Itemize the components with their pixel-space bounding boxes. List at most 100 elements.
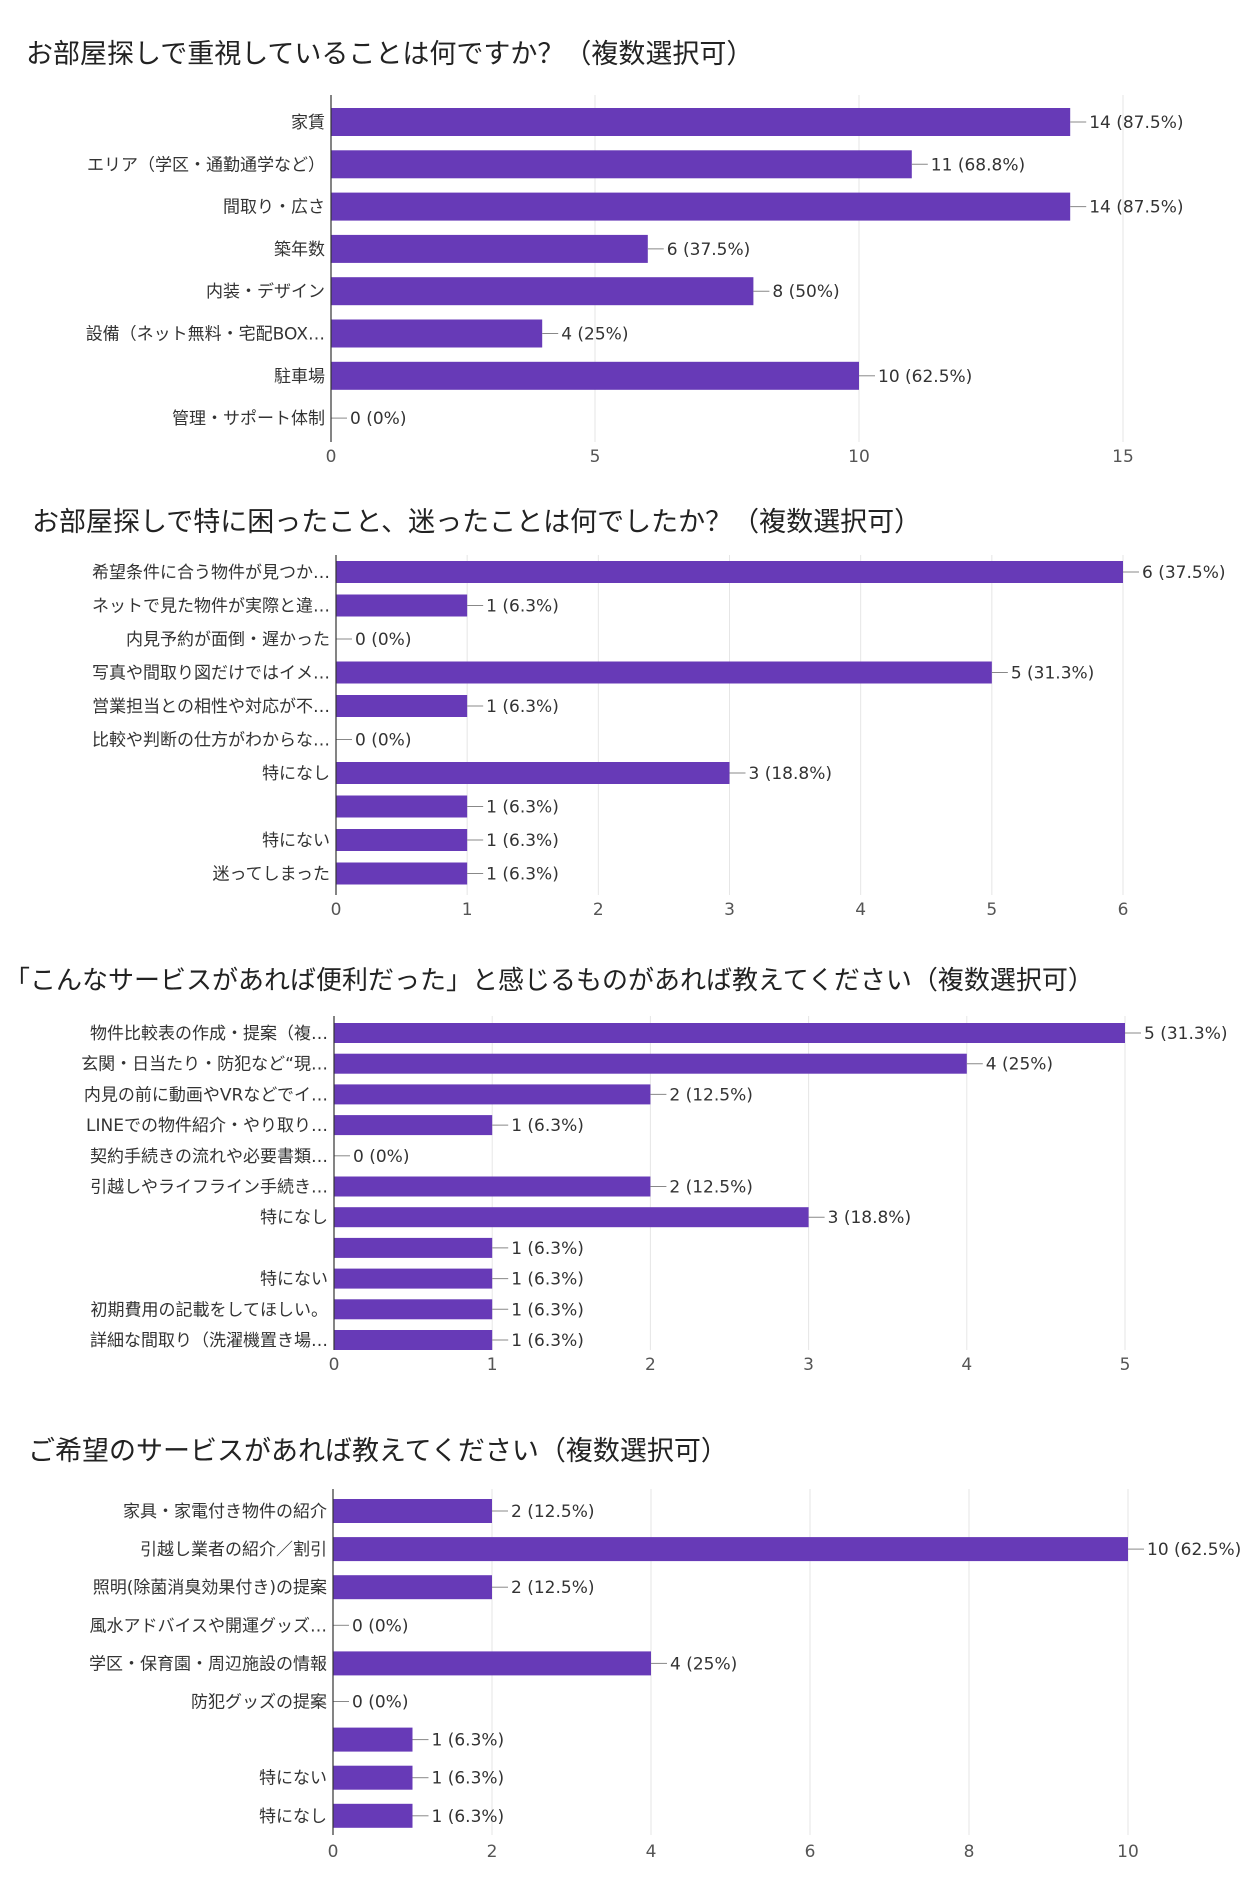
- bar: [336, 594, 468, 617]
- x-tick-label: 5: [986, 900, 997, 920]
- x-tick-label: 0: [328, 1842, 339, 1862]
- x-tick-label: 5: [1120, 1355, 1131, 1375]
- category-label: 特にない: [259, 1769, 327, 1789]
- bar: [331, 192, 1071, 221]
- data-label: 1 (6.3%): [486, 798, 559, 818]
- x-tick-label: 10: [1117, 1842, 1139, 1862]
- bar: [333, 1651, 651, 1676]
- bar: [333, 1537, 1128, 1562]
- data-label: 1 (6.3%): [486, 597, 559, 617]
- bar: [333, 1765, 413, 1790]
- data-label: 1 (6.3%): [511, 1116, 584, 1136]
- x-tick-label: 4: [961, 1355, 972, 1375]
- chart-importance: お部屋探しで重視していることは何ですか？（複数選択可） 0 5 10 15 家賃 14 (…: [0, 0, 1255, 470]
- data-label: 4 (25%): [986, 1055, 1053, 1075]
- category-label: 防犯グッズの提案: [191, 1693, 327, 1713]
- data-label: 1 (6.3%): [432, 1769, 505, 1789]
- data-label: 4 (25%): [670, 1654, 737, 1674]
- bar: [331, 277, 754, 306]
- data-label: 11 (68.8%): [931, 155, 1025, 175]
- category-label: 風水アドバイスや開運グッズ…: [90, 1616, 328, 1636]
- data-label: 1 (6.3%): [432, 1731, 505, 1751]
- category-label: 築年数: [274, 240, 325, 260]
- bar: [334, 1330, 493, 1350]
- bar: [333, 1727, 413, 1752]
- bar: [334, 1053, 967, 1074]
- bar: [336, 829, 468, 851]
- chart-title: お部屋探しで特に困ったこと、迷ったことは何でしたか？（複数選択可）: [32, 507, 922, 538]
- data-label: 0 (0%): [352, 1616, 408, 1636]
- x-tick-label: 6: [805, 1842, 816, 1862]
- chart-title: 「こんなサービスがあれば便利だった」と感じるものがあれば教えてください（複数選択…: [4, 966, 1094, 996]
- category-label: 管理・サポート体制: [172, 409, 325, 429]
- category-label: 設備（ネット無料・宅配BOX…: [86, 325, 325, 345]
- x-tick-label: 0: [329, 1355, 340, 1375]
- bar: [336, 661, 992, 684]
- category-label: 内見予約が面倒・遅かった: [126, 630, 330, 650]
- x-tick-label: 5: [590, 447, 601, 467]
- data-label: 1 (6.3%): [486, 831, 559, 851]
- data-label: 1 (6.3%): [511, 1239, 584, 1259]
- data-label: 0 (0%): [350, 409, 406, 429]
- data-label: 14 (87.5%): [1089, 113, 1183, 133]
- x-tick-label: 10: [848, 447, 870, 467]
- bar: [334, 1115, 493, 1136]
- bar-chart-plot: 0 1 2 3 4 5 6 希望条件に合う物件が見つか… 6 (37.5%) ネットで見た物件が実…: [92, 555, 1226, 920]
- data-label: 2 (12.5%): [669, 1178, 753, 1198]
- data-label: 0 (0%): [353, 1147, 409, 1167]
- category-label: 写真や間取り図だけではイメ…: [92, 664, 330, 684]
- data-label: 6 (37.5%): [1142, 563, 1226, 583]
- x-tick-label: 2: [593, 900, 604, 920]
- x-tick-label: 4: [646, 1842, 657, 1862]
- x-tick-label: 1: [462, 900, 473, 920]
- x-tick-label: 1: [487, 1355, 498, 1375]
- category-label: 希望条件に合う物件が見つか…: [92, 563, 330, 583]
- bar: [334, 1176, 651, 1197]
- data-label: 14 (87.5%): [1089, 198, 1183, 218]
- bar: [331, 319, 543, 348]
- category-label: 比較や判断の仕方がわからな…: [92, 731, 330, 751]
- x-tick-label: 8: [964, 1842, 975, 1862]
- data-label: 10 (62.5%): [1147, 1540, 1241, 1560]
- x-tick-label: 2: [645, 1355, 656, 1375]
- data-label: 4 (25%): [561, 325, 628, 345]
- bar: [334, 1023, 1125, 1043]
- x-tick-label: 0: [331, 900, 342, 920]
- data-label: 0 (0%): [355, 630, 411, 650]
- data-label: 0 (0%): [355, 731, 411, 751]
- data-label: 5 (31.3%): [1011, 664, 1094, 684]
- bar-chart-plot: 0 5 10 15 家賃 14 (87.5%) エリア（学区・通勤通学など） 11 (68.8…: [86, 95, 1184, 467]
- category-label: 詳細な間取り（洗濯機置き場…: [90, 1331, 328, 1351]
- category-label: 内見の前に動画やVRなどでイ…: [84, 1085, 328, 1105]
- data-label: 2 (12.5%): [669, 1085, 753, 1105]
- category-label: 特になし: [260, 1208, 328, 1228]
- data-label: 1 (6.3%): [486, 697, 559, 717]
- category-label: 営業担当との相性や対応が不…: [92, 697, 330, 717]
- x-tick-label: 15: [1112, 447, 1134, 467]
- data-label: 1 (6.3%): [511, 1331, 584, 1351]
- bar: [336, 795, 468, 818]
- x-tick-label: 3: [724, 900, 735, 920]
- bar: [334, 1237, 493, 1258]
- category-label: ネットで見た物件が実際と違…: [92, 597, 330, 617]
- x-tick-label: 4: [855, 900, 866, 920]
- category-label: エリア（学区・通勤通学など）: [87, 155, 325, 175]
- bar: [331, 361, 859, 390]
- data-label: 1 (6.3%): [511, 1300, 584, 1320]
- data-label: 1 (6.3%): [486, 865, 559, 885]
- category-label: 内装・デザイン: [206, 281, 325, 302]
- chart-title: ご希望のサービスがあれば教えてください（複数選択可）: [28, 1436, 728, 1467]
- chart-difficulties: お部屋探しで特に困ったこと、迷ったことは何でしたか？（複数選択可） 0 1 2 3 4 5…: [0, 470, 1255, 940]
- data-label: 8 (50%): [772, 282, 839, 302]
- data-label: 3 (18.8%): [828, 1208, 912, 1228]
- x-tick-label: 6: [1118, 900, 1129, 920]
- category-label: 物件比較表の作成・提案（複…: [90, 1024, 328, 1044]
- chart-desired-services: ご希望のサービスがあれば教えてください（複数選択可） 0 2 4 6 8 10 家具・家電付…: [0, 1405, 1255, 1888]
- category-label: 契約手続きの流れや必要書類…: [90, 1147, 328, 1167]
- category-label: 家賃: [291, 113, 325, 133]
- category-label: 照明(除菌消臭効果付き)の提案: [93, 1578, 327, 1598]
- bar-chart-plot: 0 2 4 6 8 10 家具・家電付き物件の紹介 2 (12.5%) 引越し業者の紹介／割引 1…: [89, 1489, 1241, 1862]
- data-label: 6 (37.5%): [667, 240, 751, 260]
- data-label: 2 (12.5%): [511, 1502, 595, 1522]
- chart-title: お部屋探しで重視していることは何ですか？（複数選択可）: [26, 39, 754, 70]
